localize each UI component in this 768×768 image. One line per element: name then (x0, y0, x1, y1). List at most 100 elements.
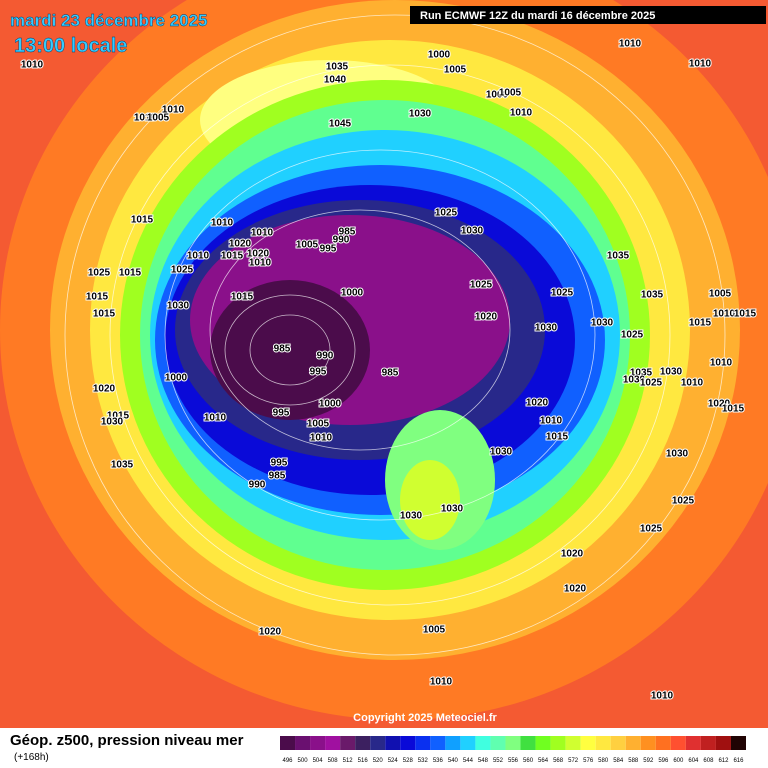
colorbar-label: 564 (538, 758, 549, 764)
colorbar-label: 512 (343, 758, 354, 764)
colorbar-cell (355, 736, 371, 750)
isobar-label: 1010 (187, 251, 210, 262)
colorbar-cell (295, 736, 311, 750)
colorbar-cell (670, 736, 686, 750)
isobar-label: 1040 (324, 75, 347, 86)
isobar-label: 1005 (296, 240, 319, 251)
colorbar-label: 576 (583, 758, 594, 764)
isobar-label: 1020 (526, 398, 549, 409)
isobar-label: 985 (269, 471, 286, 482)
isobar-label: 1010 (162, 105, 185, 116)
isobar-label: 1015 (689, 318, 712, 329)
colorbar-label: 592 (643, 758, 654, 764)
isobar-label: 1005 (499, 88, 522, 99)
isobar-label: 1005 (307, 419, 330, 430)
colorbar-cell (415, 736, 431, 750)
colorbar-cell (340, 736, 356, 750)
colorbar-label: 520 (373, 758, 384, 764)
isolines (64, 14, 726, 656)
run-banner (410, 6, 766, 24)
colorbar-cell (685, 736, 701, 750)
colorbar-cell (520, 736, 536, 750)
colorbar-label: 600 (673, 758, 684, 764)
isobar-label: 1030 (623, 375, 646, 386)
isobar-label: 1020 (247, 249, 270, 260)
isobar-label: 1030 (666, 449, 689, 460)
isobar-label: 1005 (444, 65, 467, 76)
isobar-label: 1035 (641, 290, 664, 301)
isobar-label: 1010 (310, 433, 333, 444)
colorbar-cell (655, 736, 671, 750)
colorbar-cell (595, 736, 611, 750)
isobar-label: 985 (339, 227, 356, 238)
colorbar-cell (430, 736, 446, 750)
isobar-label: 1035 (607, 251, 630, 262)
colorbar-cell (715, 736, 731, 750)
isobar-label: 1005 (423, 625, 446, 636)
colorbar-label: 608 (703, 758, 714, 764)
isobar-label: 1030 (101, 417, 124, 428)
isobar-label: 1015 (93, 309, 116, 320)
colorbar-label: 528 (403, 758, 414, 764)
colorbar-label: 544 (463, 758, 474, 764)
copyright: Copyright 2025 Meteociel.fr (353, 712, 497, 724)
isobar-label: 1045 (329, 119, 352, 130)
colorbar-label: 612 (718, 758, 729, 764)
isobar-label: 1020 (229, 239, 252, 250)
isobar-label: 1020 (475, 312, 498, 323)
isobar-label: 1005 (147, 113, 170, 124)
date: mardi 23 décembre 2025 (10, 11, 208, 30)
colorbar-cell (445, 736, 461, 750)
isobar-label: 1015 (131, 215, 154, 226)
isobar-label: 1000 (319, 399, 342, 410)
colorbar-cell (460, 736, 476, 750)
colorbar-cell (580, 736, 596, 750)
isobar-label: 1015 (107, 411, 130, 422)
isobar-label: 1010 (710, 358, 733, 369)
run-info: Run ECMWF 12Z du mardi 16 décembre 2025 (420, 10, 655, 22)
isobar-label: 1025 (621, 330, 644, 341)
isobar-label: 1015 (119, 268, 142, 279)
isobar-label: 1015 (546, 432, 569, 443)
isobar-label: 985 (274, 344, 291, 355)
isobar-label: 1025 (640, 378, 663, 389)
isobar-label: 1025 (672, 496, 695, 507)
isobar-label: 1015 (221, 251, 244, 262)
colorbar-label: 516 (358, 758, 369, 764)
isobar-label: 995 (271, 458, 288, 469)
colorbar-label: 532 (418, 758, 429, 764)
colorbar-label: 596 (658, 758, 669, 764)
colorbar-cell (565, 736, 581, 750)
colorbar-cell (610, 736, 626, 750)
isobar-label: 1010 (211, 218, 234, 229)
isobar-label: 1030 (409, 109, 432, 120)
isobar-label: 1030 (591, 318, 614, 329)
isobar-label: 1030 (461, 226, 484, 237)
isobar-label: 1000 (341, 288, 364, 299)
isobar-label: 1020 (561, 549, 584, 560)
colorbar-label: 524 (388, 758, 399, 764)
isobar-label: 1015 (722, 404, 745, 415)
isobar-label: 995 (273, 408, 290, 419)
isobar-label: 1025 (171, 265, 194, 276)
colorbar-cell (505, 736, 521, 750)
isobar-label: 1025 (88, 268, 111, 279)
colorbar-cell (280, 736, 296, 750)
colorbar-cell (535, 736, 551, 750)
colorbar-label: 556 (508, 758, 519, 764)
isobar-label: 1015 (86, 292, 109, 303)
isobar-label: 1020 (259, 627, 282, 638)
isobar-label: 1025 (470, 280, 493, 291)
colorbar-label: 500 (298, 758, 309, 764)
colorbar-cell (700, 736, 716, 750)
colorbar-cell (400, 736, 416, 750)
colorbar-label: 580 (598, 758, 609, 764)
colorbar-label: 496 (283, 758, 294, 764)
colorbar-label: 504 (313, 758, 324, 764)
colorbar-label: 568 (553, 758, 564, 764)
isobar-label: 1020 (564, 584, 587, 595)
isobar-label: 1005 (709, 289, 732, 300)
footer-title: Géop. z500, pression niveau mer (10, 732, 244, 749)
isobar-label: 1015 (734, 309, 757, 320)
isobar-label: 1025 (435, 208, 458, 219)
